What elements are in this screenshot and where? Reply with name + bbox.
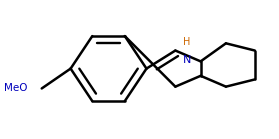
Text: H: H [183, 37, 191, 47]
Text: MeO: MeO [4, 83, 27, 93]
Text: N: N [183, 55, 191, 65]
